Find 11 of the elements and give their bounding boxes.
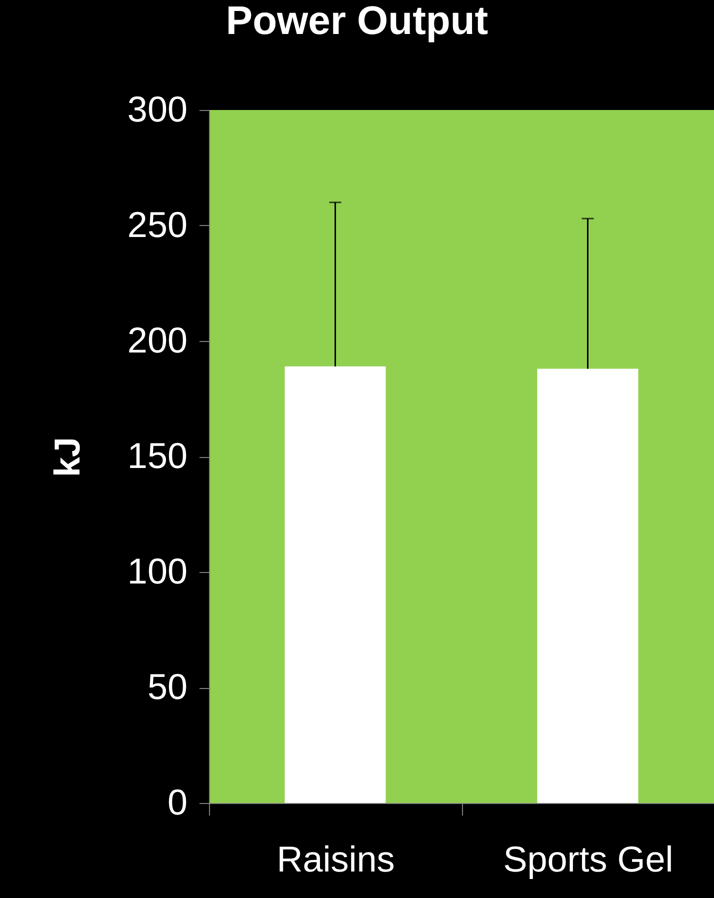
y-tick-label: 200 — [127, 320, 188, 360]
chart-title: Power Output — [226, 0, 488, 43]
y-tick-label: 100 — [127, 550, 188, 592]
y-tick-label: 300 — [127, 88, 188, 130]
y-tick-label: 0 — [167, 782, 188, 822]
y-tick-label: 150 — [127, 435, 188, 476]
x-tick-label: Sports Gel — [503, 838, 674, 880]
y-tick-label: 250 — [127, 204, 188, 245]
x-tick-label: Raisins — [276, 838, 395, 880]
y-axis-title: kJ — [46, 436, 88, 478]
y-tick-label: 50 — [147, 666, 188, 707]
